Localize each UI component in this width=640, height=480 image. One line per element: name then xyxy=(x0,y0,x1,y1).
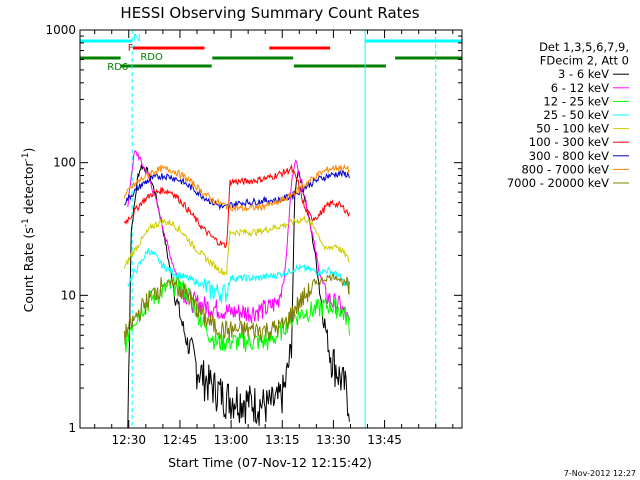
series-800-7000-kev xyxy=(123,163,350,213)
chart-title: HESSI Observing Summary Count Rates xyxy=(120,4,419,22)
y-axis-label-main: Count Rate (s xyxy=(21,227,36,312)
flag-label-n: N xyxy=(133,33,140,44)
legend: Det 1,3,5,6,7,9,FDecim 2, Att 03 - 6 keV… xyxy=(507,40,629,190)
legend-header-1: FDecim 2, Att 0 xyxy=(540,54,629,68)
flag-label-rd6: RD6 xyxy=(107,62,128,73)
x-axis-label: Start Time (07-Nov-12 12:15:42) xyxy=(168,455,372,470)
flag-label-f: F xyxy=(128,43,134,54)
x-tick-label: 12:45 xyxy=(163,433,198,447)
flag-bars: NF RDO RD6 xyxy=(80,33,462,73)
series-300-800-kev xyxy=(124,169,350,211)
legend-label-7000-20000-kev: 7000 - 20000 keV xyxy=(507,176,609,190)
y-axis-label: Count Rate (s-1 detector-1) xyxy=(21,148,36,313)
series-7000-20000-kev xyxy=(123,272,350,345)
y-tick-label: 1 xyxy=(68,421,76,435)
x-tick-label: 13:30 xyxy=(316,433,351,447)
y-tick-label: 1000 xyxy=(45,23,76,37)
legend-label-3-6-kev: 3 - 6 keV xyxy=(558,67,609,81)
y-axis-label-sup1: -1 xyxy=(21,218,31,227)
series-12-25-kev xyxy=(123,275,350,353)
axis-ticks xyxy=(80,29,462,429)
y-axis-label-end: ) xyxy=(21,148,36,153)
footer-timestamp: 7-Nov-2012 12:27 xyxy=(564,469,636,478)
series-25-50-kev xyxy=(127,248,350,304)
y-axis-label-sup2: -1 xyxy=(21,153,31,162)
legend-label-6-12-kev: 6 - 12 keV xyxy=(551,81,609,95)
legend-label-25-50-kev: 25 - 50 keV xyxy=(543,108,609,122)
series-3-6-kev xyxy=(127,164,350,429)
x-tick-label: 13:00 xyxy=(214,433,249,447)
axis-tick-labels: 12:30 12:45 13:00 13:15 13:30 13:45 1 10 100 1000 xyxy=(45,23,401,447)
series-6-12-kev xyxy=(127,150,350,324)
x-tick-label: 12:30 xyxy=(111,433,146,447)
series-100-300-kev xyxy=(123,163,350,249)
y-axis-label-mid: detector xyxy=(21,161,36,219)
y-tick-label: 100 xyxy=(53,156,76,170)
x-tick-label: 13:45 xyxy=(367,433,402,447)
x-tick-label: 13:15 xyxy=(265,433,300,447)
series-50-100-kev xyxy=(123,214,350,277)
flag-label-rd0: RDO xyxy=(140,52,163,63)
plot-frame xyxy=(79,29,463,429)
legend-label-300-800-kev: 300 - 800 keV xyxy=(529,149,609,163)
legend-label-12-25-kev: 12 - 25 keV xyxy=(543,94,609,108)
series-lines xyxy=(123,150,350,429)
legend-label-800-7000-kev: 800 - 7000 keV xyxy=(521,162,609,176)
y-tick-label: 10 xyxy=(61,288,76,302)
legend-label-50-100-kev: 50 - 100 keV xyxy=(536,122,609,136)
legend-label-100-300-kev: 100 - 300 keV xyxy=(529,135,609,149)
legend-header-0: Det 1,3,5,6,7,9, xyxy=(539,40,629,54)
